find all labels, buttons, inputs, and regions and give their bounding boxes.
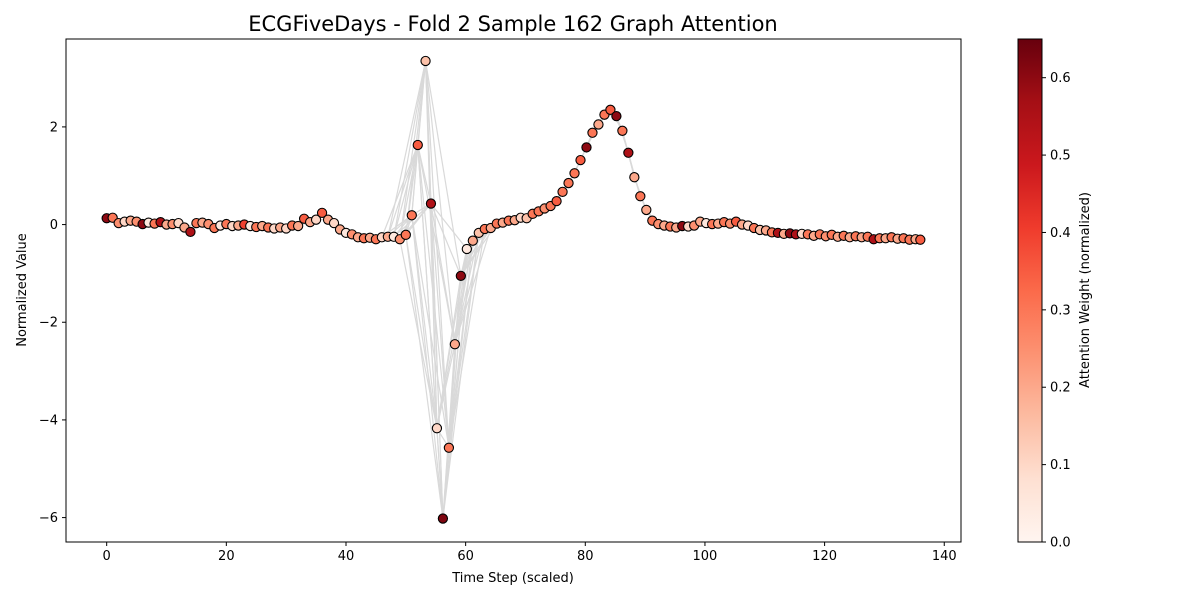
plot-area-frame bbox=[65, 38, 962, 543]
colorbar-tick-label: 0.4 bbox=[1050, 226, 1071, 241]
data-point bbox=[449, 339, 461, 350]
graph-edge bbox=[454, 227, 492, 345]
data-point bbox=[420, 55, 431, 67]
y-axis-label: Normalized Value bbox=[15, 233, 30, 347]
data-point bbox=[915, 234, 926, 245]
graph-edge bbox=[436, 428, 444, 519]
x-tick-label: 120 bbox=[812, 549, 837, 564]
data-point bbox=[431, 423, 443, 434]
data-point bbox=[563, 177, 574, 189]
x-tick-label: 0 bbox=[103, 549, 111, 564]
y-tick-label: −6 bbox=[39, 511, 58, 526]
colorbar-tick-label: 0.3 bbox=[1050, 303, 1071, 318]
data-point bbox=[593, 119, 604, 130]
y-tick-label: 2 bbox=[50, 120, 58, 135]
y-tick-label: −4 bbox=[39, 413, 58, 428]
graph-edge bbox=[405, 203, 432, 236]
data-point bbox=[400, 229, 411, 240]
y-tick-label: 0 bbox=[50, 218, 58, 233]
x-tick-label: 60 bbox=[457, 549, 474, 564]
graph-edge bbox=[387, 60, 427, 237]
x-tick-label: 20 bbox=[218, 549, 235, 564]
data-point bbox=[623, 147, 634, 158]
x-axis-ticks: 0 20 40 60 80 100 120 140 bbox=[103, 542, 957, 564]
graph-edge bbox=[430, 203, 462, 277]
data-point bbox=[328, 217, 340, 229]
data-point bbox=[635, 191, 646, 202]
graph-edge bbox=[424, 60, 456, 345]
graph-edge bbox=[405, 234, 438, 429]
attention-points bbox=[101, 55, 926, 524]
data-point bbox=[587, 127, 598, 138]
x-tick-label: 100 bbox=[693, 549, 718, 564]
data-point bbox=[617, 125, 628, 136]
data-point bbox=[437, 513, 449, 524]
colorbar-label: Attention Weight (normalized) bbox=[1078, 192, 1093, 388]
data-point bbox=[425, 198, 437, 209]
data-point bbox=[569, 168, 580, 179]
data-point bbox=[581, 142, 592, 153]
graph-edge bbox=[411, 215, 444, 519]
data-point bbox=[412, 139, 423, 151]
graph-edge bbox=[387, 144, 419, 237]
graph-edge bbox=[430, 203, 468, 250]
data-point bbox=[641, 204, 652, 216]
colorbar-ticks: 0.0 0.1 0.2 0.3 0.4 0.5 0.6 bbox=[1042, 71, 1071, 551]
graph-edge bbox=[454, 232, 480, 345]
graph-edge bbox=[424, 60, 462, 276]
colorbar bbox=[1017, 38, 1043, 543]
colorbar-tick-label: 0.6 bbox=[1050, 71, 1071, 86]
data-point bbox=[605, 104, 616, 115]
graph-edge bbox=[430, 203, 450, 448]
graph-edge bbox=[417, 60, 427, 146]
data-point bbox=[443, 442, 455, 453]
data-point bbox=[461, 243, 472, 255]
x-tick-label: 80 bbox=[577, 549, 594, 564]
y-axis-ticks: −6 −4 −2 0 2 bbox=[39, 120, 66, 526]
data-point bbox=[467, 235, 478, 246]
data-point bbox=[557, 186, 568, 198]
data-point bbox=[310, 214, 322, 225]
y-tick-label: −2 bbox=[39, 316, 58, 331]
data-point bbox=[611, 111, 622, 122]
colorbar-tick-label: 0.0 bbox=[1050, 536, 1071, 551]
graph-edge bbox=[430, 203, 456, 345]
graph-edge bbox=[393, 60, 427, 237]
data-point bbox=[316, 207, 328, 219]
colorbar-tick-label: 0.2 bbox=[1050, 381, 1071, 396]
data-point bbox=[575, 154, 586, 166]
graph-edge bbox=[448, 240, 474, 448]
graph-edge bbox=[399, 60, 427, 240]
graph-edge bbox=[405, 234, 444, 519]
colorbar-tick-label: 0.5 bbox=[1050, 149, 1071, 164]
data-point bbox=[455, 270, 467, 281]
data-point bbox=[629, 172, 640, 183]
graph-edge bbox=[448, 232, 480, 448]
data-point bbox=[551, 195, 562, 207]
x-axis-label: Time Step (scaled) bbox=[451, 571, 574, 586]
data-point bbox=[292, 220, 304, 232]
chart-title: ECGFiveDays - Fold 2 Sample 162 Graph At… bbox=[248, 12, 778, 36]
x-tick-label: 140 bbox=[932, 549, 957, 564]
colorbar-tick-label: 0.1 bbox=[1050, 458, 1071, 473]
data-point bbox=[185, 226, 196, 238]
data-point bbox=[406, 210, 417, 221]
x-tick-label: 40 bbox=[338, 549, 355, 564]
graph-edge bbox=[430, 203, 444, 519]
